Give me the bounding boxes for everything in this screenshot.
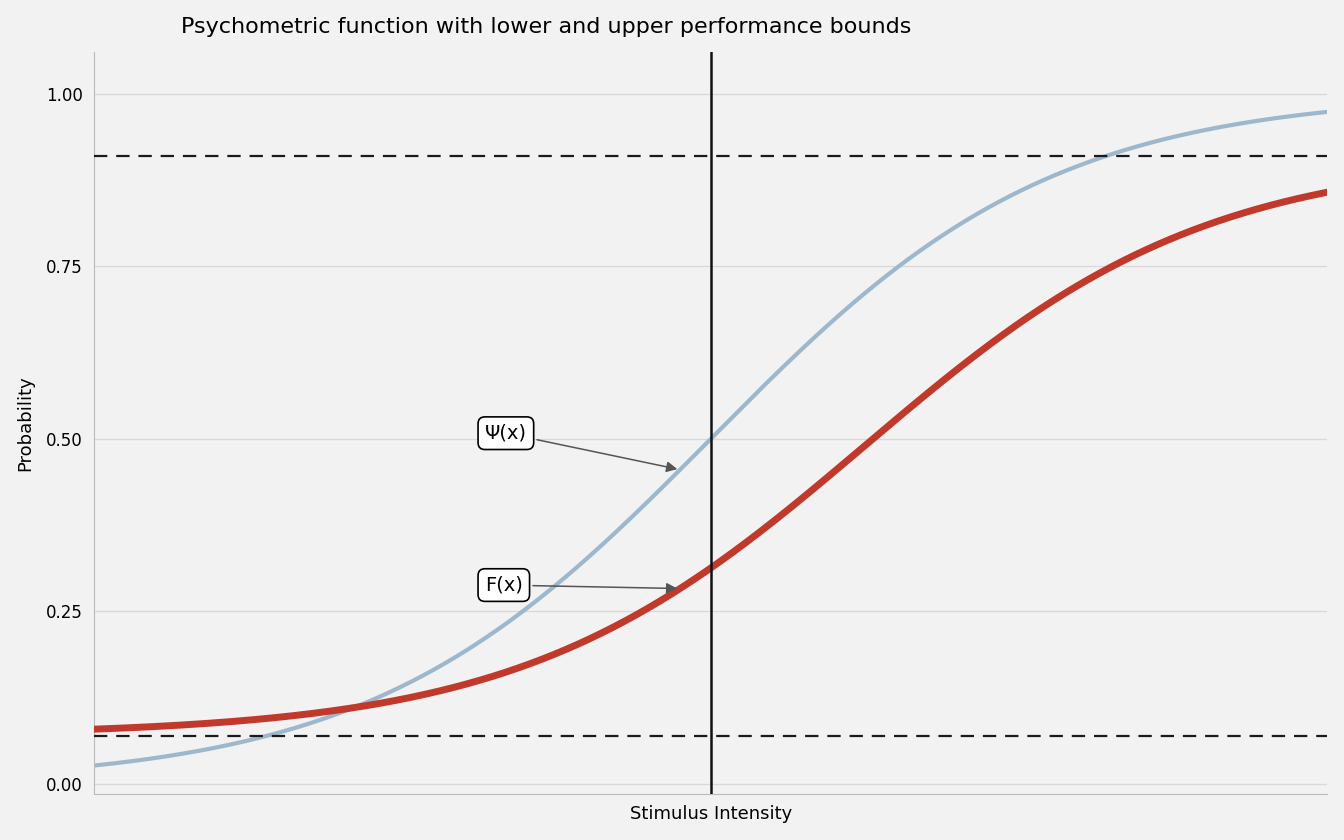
Text: Ψ(x): Ψ(x) [485, 423, 676, 471]
Text: Psychometric function with lower and upper performance bounds: Psychometric function with lower and upp… [180, 17, 911, 37]
X-axis label: Stimulus Intensity: Stimulus Intensity [630, 806, 792, 823]
Text: F(x): F(x) [485, 575, 676, 595]
Y-axis label: Probability: Probability [16, 375, 35, 471]
